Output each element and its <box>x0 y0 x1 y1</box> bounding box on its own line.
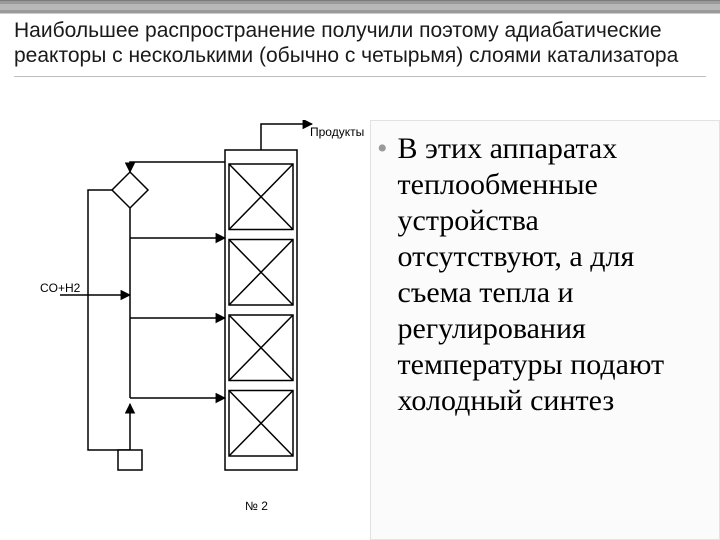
bullet-text: В этих аппаратах теплообменные устройств… <box>398 131 701 419</box>
bullet-marker: • <box>371 131 398 419</box>
reactor-diagram: Продукты CO+H2 № 2 <box>0 120 370 530</box>
device-box <box>118 450 142 470</box>
header-stripe-inner <box>0 4 720 10</box>
bullet-item: • В этих аппаратах теплообменные устройс… <box>371 131 701 419</box>
cooler_to_left <box>88 190 130 450</box>
heat-exchanger <box>112 172 148 208</box>
to_cooler_top <box>130 162 225 172</box>
bullet-panel: • В этих аппаратах теплообменные устройс… <box>370 120 720 540</box>
slide-title: Наибольшее распространение получили поэт… <box>14 18 706 77</box>
diagram-column: Продукты CO+H2 № 2 <box>0 120 370 540</box>
products_out <box>261 124 312 150</box>
header-stripe <box>0 0 720 14</box>
content-row: Продукты CO+H2 № 2 • В этих аппаратах тепл… <box>0 120 720 540</box>
label-feed: CO+H2 <box>40 281 81 295</box>
label-products: Продукты <box>310 125 364 139</box>
label-footer: № 2 <box>245 499 268 513</box>
